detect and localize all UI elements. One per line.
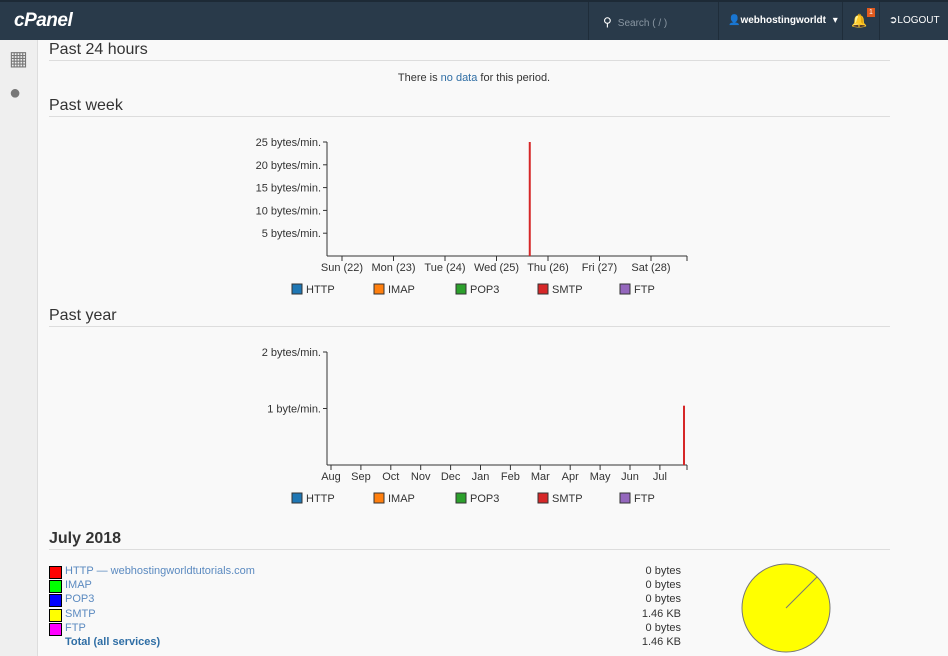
service-color-swatch — [49, 594, 62, 608]
service-color-swatch — [49, 566, 62, 579]
legend-label-imap: IMAP — [388, 493, 415, 505]
service-link[interactable]: POP3 — [65, 593, 95, 606]
x-tick-label: Sep — [351, 471, 371, 483]
username: webhostingworldt — [740, 15, 826, 26]
logout-icon: ➲ — [889, 15, 898, 26]
x-tick-label: Wed (25) — [474, 262, 519, 274]
search-input[interactable]: ⚲ Search ( / ) — [588, 2, 719, 40]
x-tick-label: May — [590, 471, 611, 483]
legend-swatch-imap — [373, 283, 385, 295]
total-row: Total (all services) 1.46 KB — [49, 636, 689, 650]
x-tick-label: Jun — [621, 471, 639, 483]
logout-label: LOGOUT — [897, 15, 940, 26]
service-color-swatch — [49, 580, 62, 594]
top-bar: cPanel ⚲ Search ( / ) 👤webhostingworldt ▾… — [0, 0, 948, 40]
legend-label-pop3: POP3 — [470, 284, 499, 296]
x-tick-label: Mar — [531, 471, 550, 483]
service-usage: 0 bytes — [645, 593, 681, 606]
service-row: HTTP — webhostingworldtutorials.com 0 byt… — [49, 565, 689, 579]
legend-label-http: HTTP — [306, 493, 335, 505]
service-link[interactable]: SMTP — [65, 607, 96, 620]
x-tick-label: Dec — [441, 471, 461, 483]
legend-label-ftp: FTP — [634, 284, 655, 296]
service-usage: 1.46 KB — [641, 607, 681, 620]
y-tick-label: 10 bytes/min. — [256, 205, 321, 217]
legend-label-imap: IMAP — [388, 284, 415, 296]
caret-down-icon: ▾ — [832, 15, 838, 26]
legend-swatch-ftp — [619, 283, 631, 295]
user-menu[interactable]: 👤webhostingworldt ▾ — [728, 15, 838, 26]
legend-label-http: HTTP — [306, 284, 335, 296]
service-usage: 0 bytes — [645, 565, 681, 577]
logout-button[interactable]: ➲LOGOUT — [889, 15, 940, 26]
search-placeholder: Search ( / ) — [617, 18, 668, 29]
x-tick-label: Nov — [411, 471, 431, 483]
legend-swatch-pop3 — [455, 283, 467, 295]
notifications-button[interactable]: 🔔 1 — [842, 2, 880, 40]
notification-badge: 1 — [867, 8, 875, 17]
x-tick-label: Aug — [321, 471, 341, 483]
y-tick-label: 1 byte/min. — [267, 404, 321, 416]
search-icon: ⚲ — [603, 15, 612, 29]
user-icon: 👤 — [728, 15, 741, 26]
x-tick-label: Tue (24) — [424, 262, 465, 274]
legend-label-smtp: SMTP — [552, 284, 583, 296]
users-icon[interactable]: ●︎ — [9, 82, 22, 104]
service-color-swatch — [49, 622, 62, 636]
legend-swatch-http — [291, 492, 303, 504]
section-title: Past year — [49, 307, 890, 327]
legend-swatch-pop3 — [455, 492, 467, 504]
service-row: POP3 0 bytes — [49, 593, 689, 608]
service-usage: 0 bytes — [645, 579, 681, 592]
legend-swatch-http — [291, 283, 303, 295]
x-tick-label: Mon (23) — [371, 262, 415, 274]
legend-swatch-smtp — [537, 283, 549, 295]
service-link[interactable]: HTTP — webhostingworldtutorials.com — [65, 565, 255, 577]
section-title: July 2018 — [49, 530, 890, 550]
service-usage: 1.46 KB — [641, 636, 681, 648]
bell-icon: 🔔 — [851, 13, 868, 28]
week-chart: 5 bytes/min. 10 bytes/min. 15 bytes/min. 20… — [256, 137, 688, 296]
section-title: Past week — [49, 97, 890, 117]
x-tick-label: Apr — [562, 471, 579, 483]
x-tick-label: Oct — [382, 471, 399, 483]
x-tick-label: Thu (26) — [527, 262, 569, 274]
service-color-swatch — [49, 608, 62, 622]
service-usage: 0 bytes — [645, 621, 681, 634]
sidebar: ▦ ●︎ — [0, 40, 38, 656]
x-tick-label: Sat (28) — [631, 262, 670, 274]
x-tick-label: Feb — [501, 471, 520, 483]
service-link[interactable]: Total (all services) — [65, 636, 161, 648]
service-row: SMTP 1.46 KB — [49, 608, 689, 622]
y-tick-label: 15 bytes/min. — [256, 183, 321, 195]
legend-swatch-ftp — [619, 492, 631, 504]
year-chart: 1 byte/min. 2 bytes/min. Aug Sep Oct Nov Dec Ja… — [262, 347, 688, 505]
y-tick-label: 25 bytes/min. — [256, 137, 321, 149]
section-title: Past 24 hours — [49, 41, 890, 61]
service-row: IMAP 0 bytes — [49, 579, 689, 594]
legend-label-ftp: FTP — [634, 493, 655, 505]
month-pie-chart — [741, 563, 831, 653]
legend-swatch-smtp — [537, 492, 549, 504]
grid-icon[interactable]: ▦ — [9, 48, 28, 70]
no-data-message: There is no data for this period. — [397, 72, 551, 84]
pie-slice-edge — [785, 576, 818, 609]
service-row: FTP 0 bytes — [49, 622, 689, 636]
y-tick-label: 2 bytes/min. — [262, 347, 321, 359]
service-link[interactable]: IMAP — [65, 579, 92, 592]
x-tick-label: Jan — [472, 471, 490, 483]
legend-label-smtp: SMTP — [552, 493, 583, 505]
y-tick-label: 5 bytes/min. — [262, 228, 321, 240]
x-tick-label: Sun (22) — [321, 262, 363, 274]
y-tick-label: 20 bytes/min. — [256, 160, 321, 172]
service-link[interactable]: FTP — [65, 621, 86, 634]
x-tick-label: Fri (27) — [582, 262, 617, 274]
legend-swatch-imap — [373, 492, 385, 504]
legend-label-pop3: POP3 — [470, 493, 499, 505]
x-tick-label: Jul — [653, 471, 667, 483]
cpanel-logo[interactable]: cPanel — [14, 10, 73, 31]
